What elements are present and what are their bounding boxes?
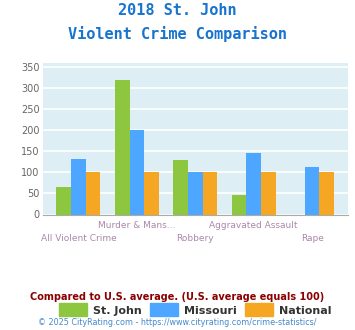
Bar — [56, 187, 71, 214]
Bar — [86, 172, 100, 215]
Text: © 2025 CityRating.com - https://www.cityrating.com/crime-statistics/: © 2025 CityRating.com - https://www.city… — [38, 318, 317, 327]
Bar — [203, 172, 217, 215]
Bar — [320, 172, 334, 215]
Bar — [115, 81, 130, 214]
Text: Violent Crime Comparison: Violent Crime Comparison — [68, 26, 287, 42]
Bar — [173, 160, 188, 214]
Text: Rape: Rape — [301, 234, 323, 243]
Legend: St. John, Missouri, National: St. John, Missouri, National — [55, 299, 335, 321]
Bar — [144, 172, 159, 215]
Text: 2018 St. John: 2018 St. John — [118, 3, 237, 18]
Text: Aggravated Assault: Aggravated Assault — [209, 220, 298, 230]
Bar — [261, 172, 275, 215]
Text: Murder & Mans...: Murder & Mans... — [98, 220, 175, 230]
Bar — [71, 159, 86, 214]
Text: Robbery: Robbery — [176, 234, 214, 243]
Bar — [305, 167, 320, 214]
Bar — [232, 195, 246, 214]
Bar — [188, 172, 203, 215]
Bar — [246, 152, 261, 214]
Text: All Violent Crime: All Violent Crime — [40, 234, 116, 243]
Text: Compared to U.S. average. (U.S. average equals 100): Compared to U.S. average. (U.S. average … — [31, 292, 324, 302]
Bar — [130, 130, 144, 214]
